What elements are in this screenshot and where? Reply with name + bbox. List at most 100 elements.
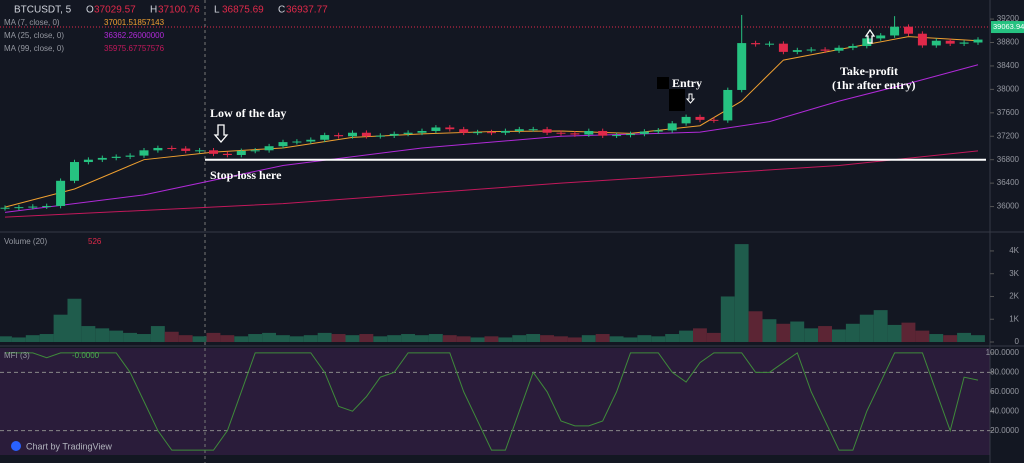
candle-body bbox=[473, 132, 483, 134]
volume-title: Volume (20) bbox=[4, 237, 47, 246]
volume-bar bbox=[415, 335, 429, 342]
y-tick-label: 36800 bbox=[997, 155, 1020, 164]
volume-bar bbox=[845, 323, 860, 342]
volume-bar bbox=[693, 328, 707, 342]
annotation: Entry bbox=[672, 76, 702, 90]
volume-bar bbox=[873, 310, 888, 342]
logo bbox=[11, 441, 21, 451]
candle-body bbox=[598, 130, 608, 136]
volume-bar bbox=[303, 335, 318, 342]
ohlc-label: C bbox=[278, 5, 285, 16]
candle-body bbox=[361, 132, 371, 137]
volume-bar bbox=[123, 332, 137, 342]
volume-bar bbox=[887, 324, 902, 342]
candle-body bbox=[834, 47, 844, 51]
price-tag bbox=[991, 21, 1024, 34]
annotation: Low of the day bbox=[210, 106, 286, 120]
candle-body bbox=[139, 150, 149, 156]
candle-body bbox=[570, 133, 580, 135]
mask-box bbox=[669, 89, 685, 111]
volume-bar bbox=[53, 314, 68, 342]
candle-body bbox=[931, 40, 941, 46]
y-tick-label: 100.0000 bbox=[986, 348, 1020, 357]
candle-body bbox=[653, 130, 663, 132]
volume-bar bbox=[776, 323, 791, 342]
y-tick-label: 20.0000 bbox=[990, 426, 1019, 435]
candle-body bbox=[876, 35, 886, 39]
volume-bar bbox=[790, 321, 805, 342]
volume-bar bbox=[401, 334, 415, 342]
mfi-line bbox=[5, 352, 979, 451]
volume-bar bbox=[623, 337, 638, 342]
candle-body bbox=[862, 38, 872, 47]
candle-body bbox=[431, 127, 441, 131]
volume-bar bbox=[595, 334, 610, 342]
volume-bar bbox=[25, 335, 40, 342]
candle-body bbox=[765, 43, 774, 45]
ma-line bbox=[4, 36, 979, 208]
volume-bar bbox=[220, 335, 235, 342]
volume-bar bbox=[442, 335, 457, 342]
volume-bar bbox=[540, 335, 554, 342]
volume-bar bbox=[818, 326, 832, 342]
volume-bar bbox=[470, 337, 485, 342]
volume-bar bbox=[456, 336, 471, 342]
y-tick-label: 3K bbox=[1009, 269, 1019, 278]
candle-body bbox=[14, 207, 24, 209]
volume-bar bbox=[109, 330, 124, 342]
volume-bar bbox=[554, 336, 568, 342]
volume-bar bbox=[484, 336, 499, 342]
candle-body bbox=[403, 132, 413, 134]
volume-bar bbox=[734, 244, 749, 342]
candle-body bbox=[959, 42, 969, 44]
volume-bar bbox=[706, 332, 721, 342]
candle-body bbox=[167, 147, 177, 149]
candle-body bbox=[792, 50, 802, 52]
volume-value: 526 bbox=[88, 237, 102, 246]
ohlc-value: 36937.77 bbox=[286, 5, 328, 16]
annotation: Take-profit bbox=[840, 64, 898, 78]
annotation: (1hr after entry) bbox=[832, 78, 916, 92]
candle-body bbox=[556, 132, 566, 134]
candle-body bbox=[612, 135, 622, 137]
volume-bar bbox=[262, 332, 276, 342]
y-tick-label: 36400 bbox=[997, 178, 1020, 187]
volume-bar bbox=[526, 334, 541, 342]
candle-body bbox=[695, 116, 705, 120]
candle-body bbox=[584, 130, 594, 135]
y-tick-label: 2K bbox=[1009, 292, 1019, 301]
volume-bar bbox=[0, 336, 12, 342]
candle-body bbox=[348, 132, 357, 137]
candle-body bbox=[751, 43, 761, 45]
volume-bar bbox=[581, 335, 596, 342]
candle-body bbox=[445, 127, 455, 130]
candle-body bbox=[709, 119, 719, 121]
candle-body bbox=[514, 129, 524, 131]
candle-body bbox=[375, 135, 385, 137]
y-tick-label: 1K bbox=[1009, 314, 1019, 323]
candle-body bbox=[209, 150, 218, 154]
y-tick-label: 37200 bbox=[997, 131, 1020, 140]
ohlc-value: 37100.76 bbox=[158, 5, 200, 16]
ma-legend: MA (25, close, 0) bbox=[4, 31, 64, 40]
candle-body bbox=[264, 146, 274, 151]
volume-bar bbox=[748, 311, 763, 342]
candle-body bbox=[236, 150, 246, 155]
volume-bar bbox=[804, 328, 819, 342]
candle-body bbox=[737, 43, 747, 90]
ohlc-value: 37029.57 bbox=[94, 5, 136, 16]
volume-bar bbox=[248, 334, 263, 342]
volume-bar bbox=[957, 332, 971, 342]
volume-bar bbox=[387, 335, 402, 342]
candle-body bbox=[417, 130, 427, 133]
volume-bar bbox=[137, 334, 151, 342]
ma-value: 35975.67757576 bbox=[104, 44, 165, 53]
volume-bar bbox=[276, 335, 290, 342]
volume-bar bbox=[428, 334, 443, 342]
candle-body bbox=[917, 33, 927, 46]
volume-bar bbox=[373, 336, 388, 342]
volume-bar bbox=[720, 296, 735, 342]
candle-body bbox=[111, 156, 121, 158]
volume-bar bbox=[81, 326, 96, 342]
ohlc-value: 36875.69 bbox=[222, 5, 264, 16]
